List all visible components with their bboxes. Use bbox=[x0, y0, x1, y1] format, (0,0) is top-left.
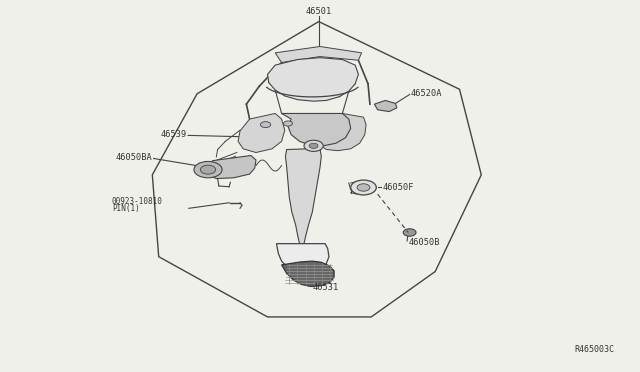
Text: 46050BA: 46050BA bbox=[116, 153, 152, 162]
Circle shape bbox=[403, 229, 416, 236]
Circle shape bbox=[309, 143, 318, 148]
Text: R465003C: R465003C bbox=[575, 345, 614, 354]
Text: PIN(1): PIN(1) bbox=[112, 204, 140, 213]
Polygon shape bbox=[320, 113, 366, 151]
Polygon shape bbox=[276, 244, 329, 272]
Polygon shape bbox=[374, 100, 397, 112]
Polygon shape bbox=[207, 155, 256, 179]
Polygon shape bbox=[282, 261, 334, 286]
Circle shape bbox=[351, 180, 376, 195]
Text: 46050B: 46050B bbox=[408, 238, 440, 247]
Circle shape bbox=[194, 161, 222, 178]
Polygon shape bbox=[238, 113, 285, 153]
Text: 46050F: 46050F bbox=[383, 183, 414, 192]
Circle shape bbox=[200, 165, 216, 174]
Circle shape bbox=[304, 140, 323, 151]
Text: 00923-10810: 00923-10810 bbox=[112, 198, 163, 206]
Text: 46539: 46539 bbox=[161, 130, 187, 139]
Text: 46520A: 46520A bbox=[411, 89, 442, 98]
Polygon shape bbox=[285, 148, 321, 244]
Text: 46501: 46501 bbox=[305, 7, 332, 16]
Polygon shape bbox=[268, 58, 358, 101]
Circle shape bbox=[260, 122, 271, 128]
Text: 46531: 46531 bbox=[312, 283, 339, 292]
Polygon shape bbox=[275, 46, 362, 62]
Circle shape bbox=[284, 121, 292, 126]
Polygon shape bbox=[282, 113, 351, 146]
Circle shape bbox=[357, 184, 370, 191]
